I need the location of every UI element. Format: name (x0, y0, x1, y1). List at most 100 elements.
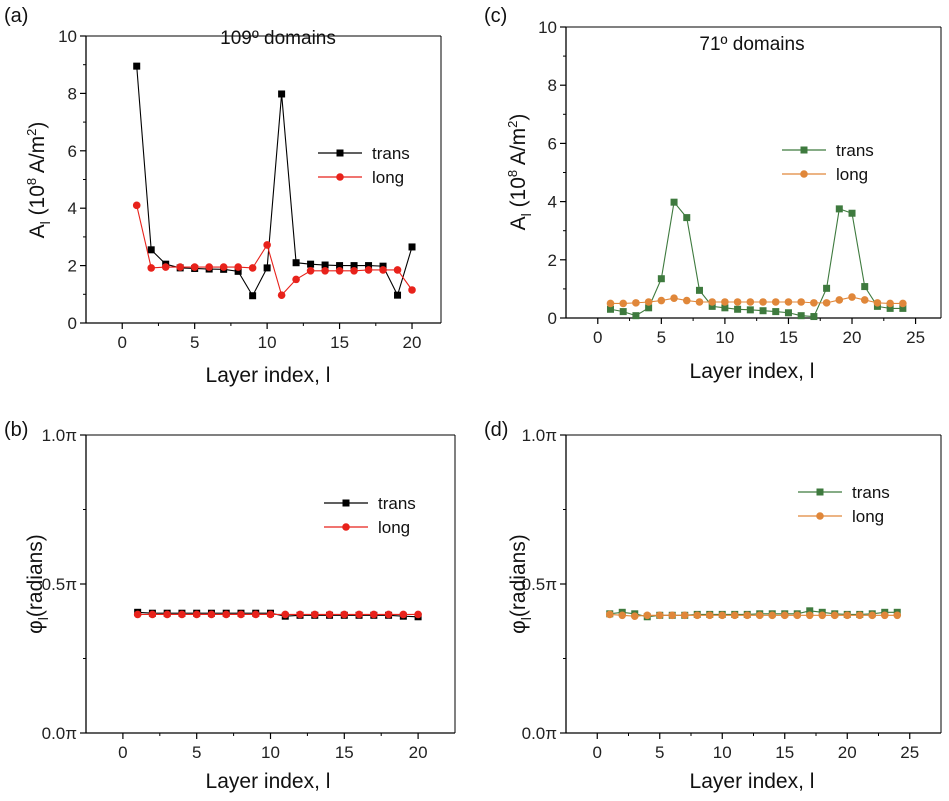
data-point-long (619, 299, 628, 308)
x-axis-title: Layer index, l (206, 770, 331, 793)
data-point-long (163, 610, 171, 619)
data-point-long (325, 610, 334, 619)
legend-item-trans: trans (782, 141, 874, 160)
data-point-long (643, 611, 652, 620)
data-point-trans (133, 62, 141, 70)
data-point-trans (670, 198, 678, 206)
data-point-long (708, 298, 716, 306)
data-point-long (277, 291, 286, 299)
data-point-long (147, 264, 156, 272)
x-tick-label: 15 (335, 743, 354, 762)
data-point-long (784, 298, 793, 306)
series-line-long (136, 205, 413, 297)
series-long (606, 293, 907, 308)
data-point-long (192, 610, 201, 619)
data-point-trans (321, 261, 329, 269)
data-point-long (822, 299, 831, 307)
legend-item-trans: trans (798, 483, 890, 502)
chart-panel-a: (a) 0 5 10 15 20 0 2 4 6 8 10 Layer index, l Al (108 … (4, 5, 442, 387)
data-point-long (899, 299, 907, 308)
x-tick-label: 10 (261, 743, 280, 762)
data-point-long (805, 611, 814, 620)
data-point-long (132, 201, 141, 210)
x-tick-label: 5 (657, 328, 666, 347)
series-long (605, 610, 902, 620)
chart-panel-d: (d) 0 5 10 15 20 25 0.0π 0.5π 1.0π Layer index, l φ… (484, 419, 942, 793)
data-point-trans (746, 306, 754, 314)
legend-marker (816, 488, 824, 496)
x-tick-label: 20 (843, 328, 862, 347)
x-tick-label: 0 (117, 333, 126, 352)
data-point-long (657, 296, 666, 305)
data-point-long (759, 298, 767, 306)
data-point-long (219, 263, 228, 271)
data-point-trans (886, 304, 894, 312)
data-point-long (855, 611, 864, 620)
y-axis-title: Al (108 A/m2) (505, 114, 534, 231)
data-point-long (718, 611, 727, 620)
x-tick-label: 0 (593, 743, 602, 762)
data-point-long (668, 611, 677, 620)
data-point-long (797, 298, 805, 306)
panel-annotation: 71º domains (699, 34, 804, 55)
data-point-long (205, 263, 213, 271)
data-point-trans (307, 260, 315, 268)
y-tick-label: 0.5π (522, 575, 557, 594)
x-tick-label: 5 (190, 333, 199, 352)
data-point-trans (606, 305, 614, 313)
y-tick-label: 6 (68, 142, 77, 161)
data-point-trans (408, 243, 416, 251)
y-tick-label: 4 (68, 199, 77, 218)
data-point-long (746, 298, 755, 306)
x-tick-label: 25 (900, 743, 919, 762)
data-point-trans (350, 262, 358, 270)
x-tick-label: 15 (330, 333, 349, 352)
data-point-long (632, 299, 640, 307)
x-tick-label: 10 (258, 333, 277, 352)
x-axis-title: Layer index, l (206, 364, 331, 387)
data-point-trans (645, 304, 653, 312)
legend-label: long (378, 518, 410, 537)
data-point-trans (249, 292, 257, 300)
data-point-long (730, 611, 739, 620)
panel-label: (b) (4, 419, 28, 441)
data-point-trans (835, 205, 843, 213)
data-point-trans (394, 291, 402, 299)
y-tick-label: 6 (548, 134, 557, 153)
data-point-long (682, 296, 691, 305)
legend-label: long (372, 168, 404, 187)
data-point-trans (263, 264, 271, 272)
data-point-long (743, 611, 752, 620)
y-tick-label: 10 (538, 18, 557, 37)
data-point-trans (772, 308, 780, 316)
data-point-long (234, 263, 242, 271)
chart-panel-b: (b) 0 5 10 15 20 0.0π 0.5π 1.0π Layer index, l φl(… (4, 419, 456, 793)
data-point-long (340, 610, 349, 619)
legend-item-long: long (798, 507, 884, 526)
y-tick-label: 0.0π (42, 724, 77, 743)
legend-label: trans (378, 494, 416, 513)
data-point-trans (797, 312, 805, 320)
data-point-long (606, 299, 615, 308)
data-point-long (886, 299, 894, 308)
data-point-long (281, 610, 290, 619)
x-axis-title: Layer index, l (690, 770, 815, 793)
data-point-long (335, 266, 344, 275)
data-point-trans (632, 312, 640, 320)
panel-label: (a) (4, 5, 28, 27)
data-point-long (755, 611, 764, 620)
data-point-long (190, 263, 199, 271)
data-point-long (780, 611, 789, 620)
data-point-long (733, 298, 742, 306)
data-point-long (148, 610, 157, 619)
data-point-long (178, 610, 186, 619)
data-point-long (721, 298, 729, 306)
data-point-trans (147, 246, 155, 254)
data-point-long (771, 298, 780, 306)
data-point-long (873, 299, 882, 307)
y-tick-label: 0 (68, 314, 77, 333)
data-point-long (695, 298, 704, 306)
data-point-trans (848, 209, 856, 217)
data-point-trans (336, 262, 344, 270)
data-point-long (207, 610, 216, 619)
